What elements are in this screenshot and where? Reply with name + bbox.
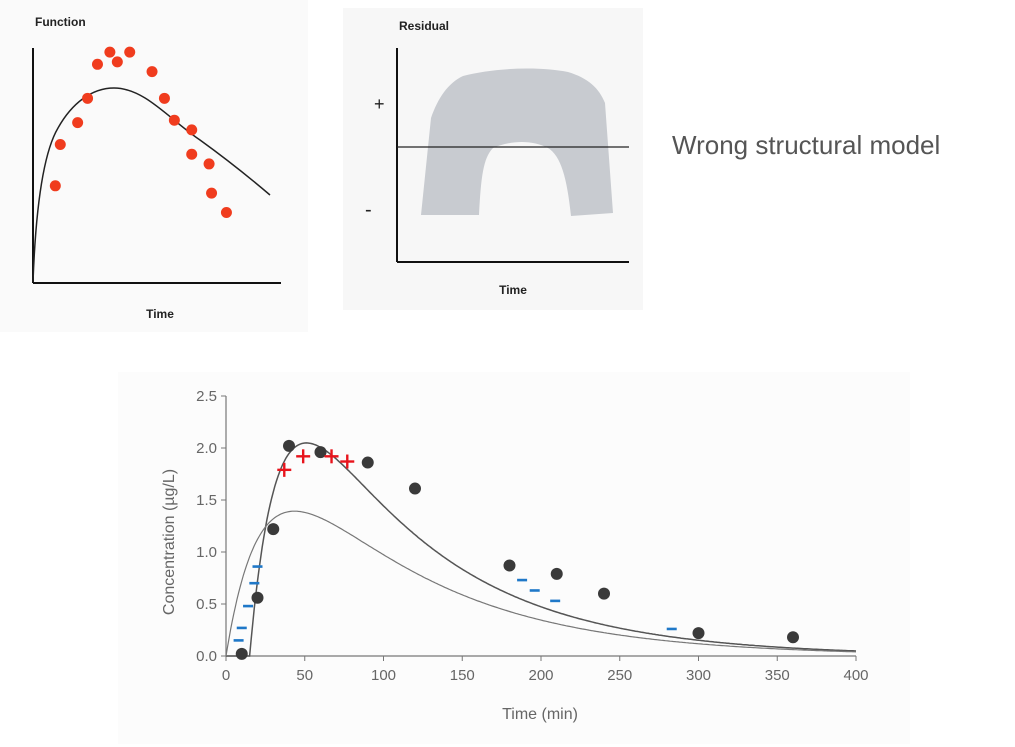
concentration-curves [225,442,857,657]
residual-chart: Residual + - Time [365,19,629,297]
observation-point-6 [409,482,421,495]
y-tick-label-1: 0.5 [196,596,217,613]
y-tick-label-3: 1.5 [196,492,217,509]
function-point-15 [220,207,232,219]
x-tick-label-6: 300 [686,667,711,684]
y-tick-label-5: 2.5 [196,388,217,405]
function-point-14 [206,187,218,199]
observation-point-10 [692,627,705,640]
plus-mark-0 [277,462,292,477]
y-tick-label-2: 1.0 [196,544,217,561]
function-chart: Function Time [32,15,281,321]
residual-panel: Residual + - Time [343,8,643,310]
function-observed-points [49,46,232,219]
function-point-2 [72,117,84,129]
residual-band [421,68,613,216]
x-tick-label-1: 50 [296,667,313,684]
observation-point-5 [361,456,374,469]
observation-point-7 [503,559,516,572]
function-point-7 [124,46,136,58]
x-tick-label-8: 400 [843,667,868,684]
observation-point-1 [251,591,264,604]
function-point-12 [186,148,198,160]
no-lag-model-curve [225,510,857,657]
concentration-panel: 0 50 100 150 200 250 300 350 400 0.0 0.5 1.0 1.5 2.0 2… [118,372,910,744]
residual-chart-title: Residual [399,19,449,33]
function-point-11 [186,124,198,136]
observation-point-3 [283,439,295,452]
observation-point-0 [235,647,248,660]
observation-point-11 [787,631,799,644]
x-tick-label-5: 250 [607,667,632,684]
function-point-4 [91,58,103,70]
observation-point-4 [314,446,327,459]
observation-point-9 [598,587,610,600]
plus-mark-3 [340,454,355,469]
function-point-0 [49,180,61,192]
x-tick-label-2: 100 [371,667,396,684]
y-tick-label-4: 2.0 [196,440,217,457]
concentration-y-label: Concentration (µg/L) [161,469,178,615]
concentration-axes: 0 50 100 150 200 250 300 350 400 0.0 0.5 1.0 1.5 2.0 2… [196,388,868,684]
residual-x-label: Time [499,283,527,297]
function-x-label: Time [146,307,174,321]
residual-plus-label: + [374,94,385,114]
function-point-13 [203,158,215,170]
caption-text: Wrong structural model [672,130,941,160]
observation-point-8 [550,567,563,580]
function-point-10 [168,114,180,126]
function-chart-title: Function [35,15,86,29]
residual-minus-label: - [365,199,372,221]
observation-point-2 [267,523,280,536]
function-point-8 [146,66,158,78]
concentration-chart: 0 50 100 150 200 250 300 350 400 0.0 0.5 1.0 1.5 2.0 2… [161,388,869,723]
function-panel: Function Time [0,0,308,332]
plus-mark-2 [324,449,339,464]
x-tick-label-4: 200 [528,667,553,684]
x-tick-label-0: 0 [222,667,230,684]
plus-mark-1 [296,449,311,464]
function-model-curve [32,87,271,283]
concentration-x-label: Time (min) [502,706,578,723]
concentration-observed-points [235,439,799,660]
x-tick-label-7: 350 [765,667,790,684]
function-point-6 [111,56,123,68]
lag-time-model-curve [226,442,857,657]
function-point-5 [104,46,116,58]
function-point-1 [54,138,66,150]
x-tick-label-3: 150 [450,667,475,684]
y-tick-label-0: 0.0 [196,648,217,665]
function-point-9 [158,92,170,104]
function-point-3 [82,92,94,104]
residual-sign-marks [233,449,677,642]
